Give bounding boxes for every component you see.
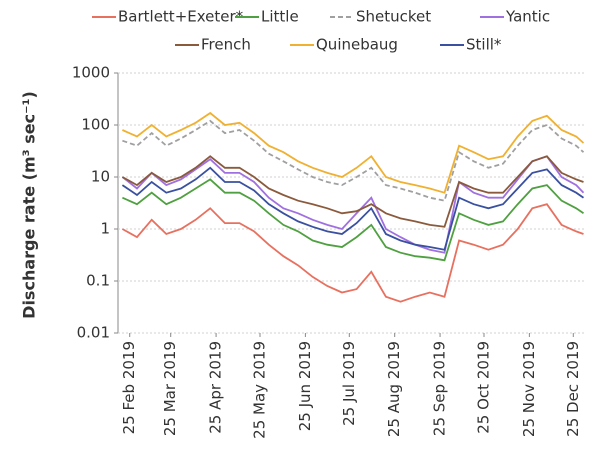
series-line bbox=[122, 111, 585, 194]
x-tick-label: 25 Jul 2019 bbox=[340, 341, 358, 426]
legend-label: Yantic bbox=[505, 8, 550, 26]
legend-label: Still* bbox=[466, 36, 502, 54]
x-tick-label: 25 Mar 2019 bbox=[161, 341, 179, 436]
y-tick-label: 1 bbox=[100, 220, 110, 238]
x-tick-label: 25 May 2019 bbox=[251, 341, 269, 439]
y-axis-label: Discharge rate (m³ sec⁻¹) bbox=[20, 91, 39, 319]
y-tick-label: 1000 bbox=[72, 64, 110, 82]
legend-label: French bbox=[201, 36, 251, 54]
y-tick-label: 0.1 bbox=[86, 272, 110, 290]
series-line bbox=[122, 119, 585, 202]
legend-label: Shetucket bbox=[356, 8, 431, 26]
series-line bbox=[121, 203, 584, 303]
x-tick-label: 25 Apr 2019 bbox=[207, 341, 225, 434]
x-tick-label: 25 Sep 2019 bbox=[431, 341, 449, 436]
x-tick-label: 25 Nov 2019 bbox=[520, 341, 538, 437]
x-tick-label: 25 Aug 2019 bbox=[385, 341, 403, 437]
y-tick-label: 0.01 bbox=[77, 324, 110, 342]
y-tick-label: 100 bbox=[81, 116, 110, 134]
series-line bbox=[121, 155, 584, 228]
y-tick-label: 10 bbox=[91, 168, 110, 186]
x-tick-label: 25 Oct 2019 bbox=[474, 341, 492, 434]
legend-label: Little bbox=[261, 8, 299, 26]
legend-label: Bartlett+Exeter* bbox=[118, 8, 244, 26]
x-tick-label: 25 Dec 2019 bbox=[564, 341, 582, 437]
x-tick-label: 25 Feb 2019 bbox=[120, 341, 138, 434]
series-line bbox=[121, 166, 585, 251]
x-tick-label: 25 Jun 2019 bbox=[296, 341, 314, 431]
series-line bbox=[122, 178, 585, 262]
series-line bbox=[121, 155, 585, 254]
legend-label: Quinebaug bbox=[316, 36, 398, 54]
